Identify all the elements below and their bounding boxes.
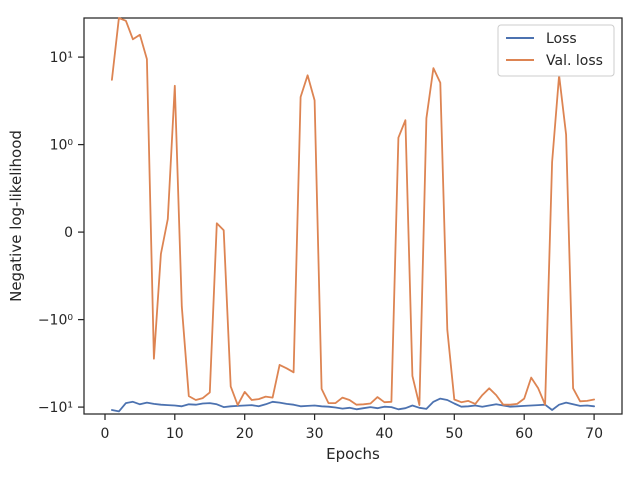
y-axis-ticks: 10¹ 10⁰ 0 −10⁰ −10¹ [38,50,84,416]
y-tick-label: −10¹ [38,400,73,416]
x-tick-label: 20 [236,426,254,442]
series-layer [111,17,595,413]
series-line-val-loss [111,17,595,407]
y-tick-label: −10⁰ [38,313,74,329]
x-axis-ticks: 0 10 20 30 40 50 60 70 [101,414,603,442]
x-tick-label: 60 [515,426,533,442]
x-axis-label: Epochs [326,445,380,463]
y-tick-label: 0 [64,225,73,241]
y-tick-label: 10⁰ [50,138,74,154]
x-tick-label: 0 [101,426,110,442]
legend-label-loss: Loss [546,31,577,47]
x-tick-label: 40 [375,426,393,442]
series-line-loss [111,397,595,413]
x-tick-label: 50 [445,426,463,442]
y-tick-label: 10¹ [50,50,73,66]
y-axis-label: Negative log-likelihood [7,130,25,302]
plot-area [83,17,623,415]
x-tick-label: 30 [306,426,324,442]
legend: Loss Val. loss [497,24,615,77]
x-tick-label: 10 [166,426,184,442]
x-tick-label: 70 [585,426,603,442]
legend-label-val-loss: Val. loss [546,53,603,69]
